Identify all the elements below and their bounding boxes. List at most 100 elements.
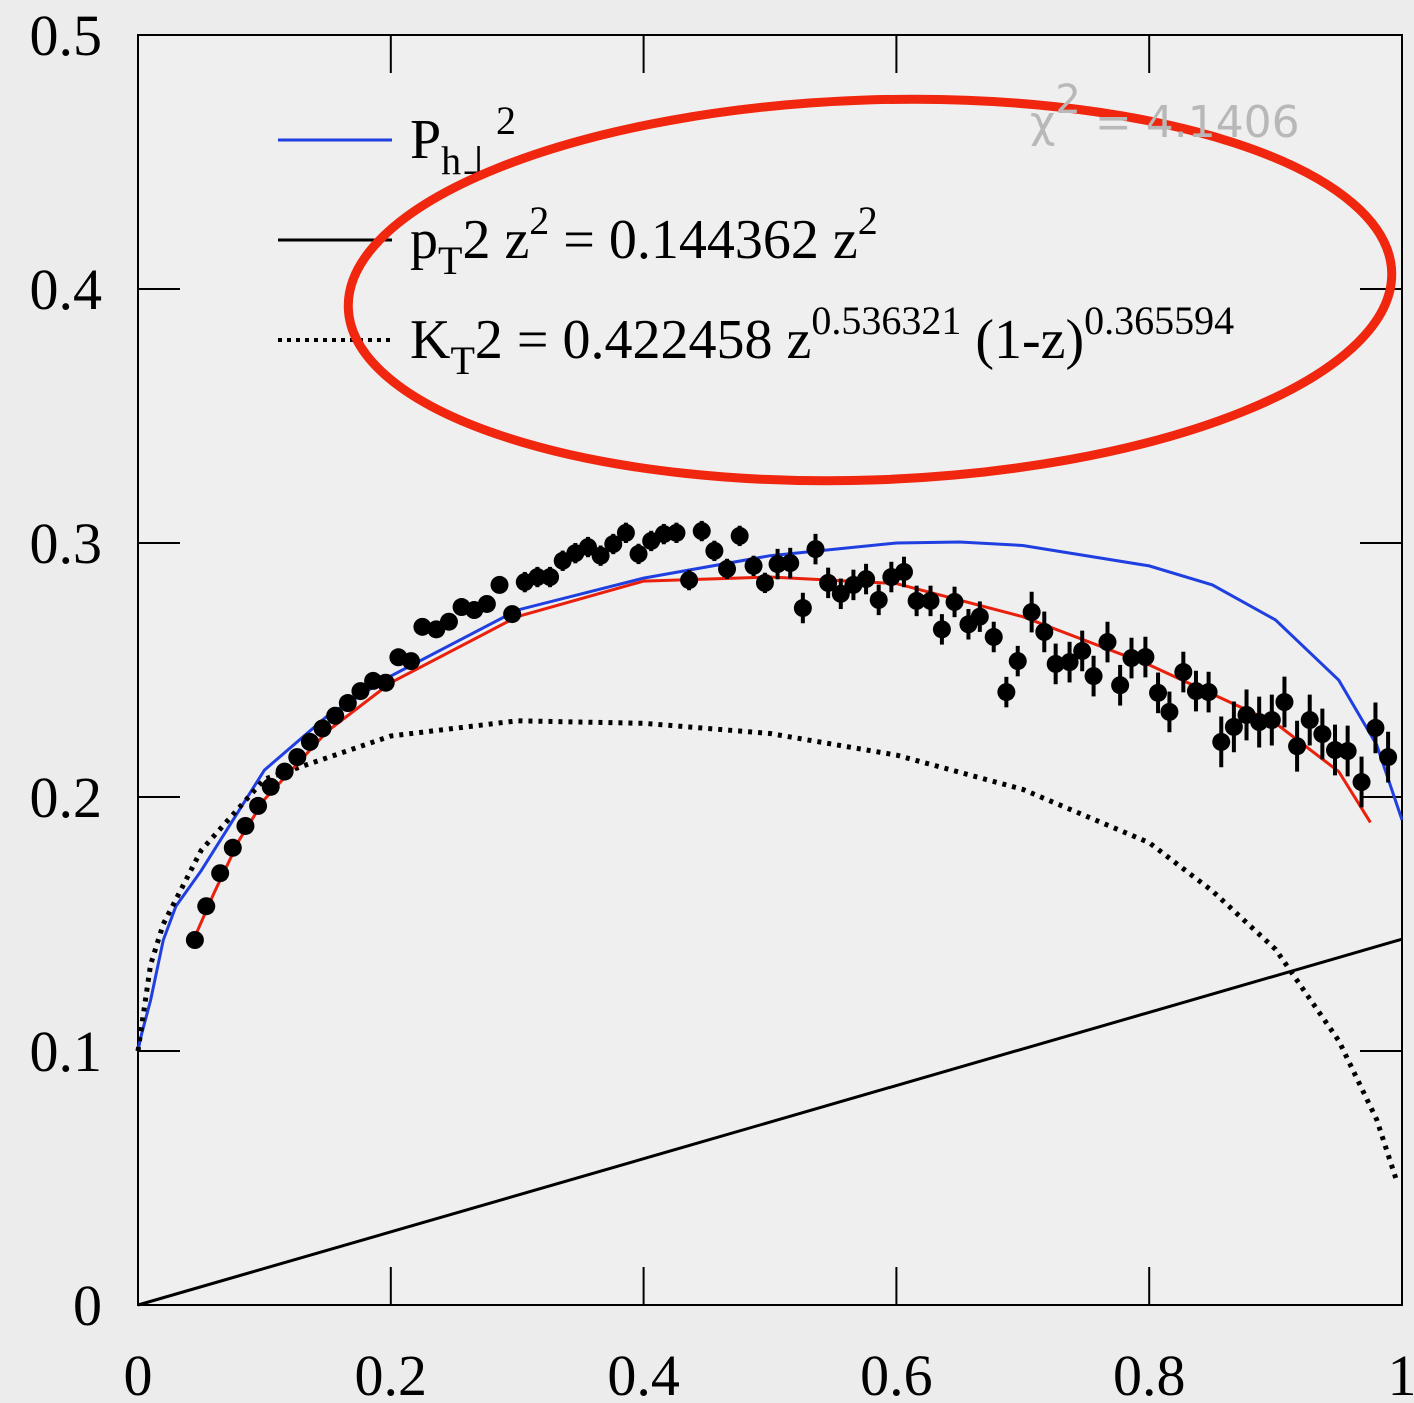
data-point [970,607,989,626]
data-point [680,571,699,590]
curve [136,540,1404,1052]
plot-marks [135,34,1404,1307]
text-part: 2 [462,209,490,271]
data-point [1098,633,1117,652]
text-part: 2 [496,98,516,143]
data-point [351,682,370,701]
data-point [705,541,724,560]
data-point [477,594,496,613]
data-point [211,864,230,883]
data-point [907,591,926,610]
data-point [857,570,876,589]
x-tick-label: 0.6 [860,1343,933,1403]
data-point [1073,641,1092,660]
data-point [1174,663,1193,682]
data-point [932,620,951,639]
data-point [831,584,850,603]
x-tick-label: 0 [124,1343,153,1403]
data-point [1084,667,1103,686]
data-point [1199,683,1218,702]
data-point [1366,718,1385,737]
data-point [997,683,1016,702]
data-point [984,627,1003,646]
text-part: T [450,338,474,383]
data-point [1111,676,1130,695]
data-point [338,694,357,713]
data-point [326,706,345,725]
legend-label: pT2 z2 = 0.144362 z2 [410,198,878,283]
curve [135,718,1399,1179]
data-point [1160,702,1179,721]
data-point [541,568,560,587]
text-part: = 4.1406 [1081,97,1300,148]
data-point [616,523,635,542]
data-point [921,591,940,610]
data-point [578,538,597,557]
data-point [528,568,547,587]
data-point [629,544,648,563]
data-point [781,554,800,573]
data-point [1262,711,1281,730]
data-point [261,777,280,796]
fit-annotation: χ2 = 4.1406 [1030,77,1300,148]
data-point [1046,654,1065,673]
data-point [1035,622,1054,641]
data-point [1338,742,1357,761]
data-point [1136,648,1155,667]
x-tick-label: 1 [1388,1343,1414,1403]
data-point [667,523,686,542]
text-part: 2 [1055,77,1080,123]
text-part: T [438,238,462,283]
data-point [490,575,509,594]
data-point [503,605,522,624]
data-point [945,592,964,611]
data-point [185,931,204,950]
y-tick-label: 0.3 [30,511,103,576]
data-point [300,732,319,751]
y-tick-label: 0.4 [30,257,103,322]
text-part: K [410,309,450,371]
data-point [197,897,216,916]
data-point [1060,653,1079,672]
data-point [692,522,711,541]
data-point [793,599,812,618]
data-point [1288,737,1307,756]
text-part: χ [1030,97,1055,148]
data-point [1022,603,1041,622]
data-point [402,652,421,671]
data-point [288,748,307,767]
data-point [1275,693,1294,712]
data-point [755,573,774,592]
data-point [1379,748,1398,767]
data-point [1224,717,1243,736]
data-point [806,540,825,559]
data-point [1149,683,1168,702]
data-point [439,612,458,631]
text-part: p [410,209,438,271]
curve [137,937,1403,1307]
text-part: = 0.422458 z [503,309,811,371]
data-point [744,556,763,575]
text-part: 0.365594 [1084,298,1234,343]
x-tick-label: 0.8 [1113,1343,1186,1403]
data-point [413,617,432,636]
data-point [1300,711,1319,730]
data-point [376,673,395,692]
text-part: = 0.144362 z [549,209,857,271]
y-tick-label: 0.5 [30,3,103,68]
data-point [604,535,623,554]
data-point [223,838,242,857]
data-point [275,762,294,781]
text-part: 2 [529,198,549,243]
y-tick-label: 0.2 [30,765,103,830]
x-tick-label: 0.2 [355,1343,428,1403]
data-point [819,573,838,592]
data-point [894,562,913,581]
y-tick-label: 0 [73,1273,102,1338]
text-part: 0.536321 [811,298,961,343]
text-part: 2 [475,309,503,371]
x-tick-label: 0.4 [607,1343,680,1403]
